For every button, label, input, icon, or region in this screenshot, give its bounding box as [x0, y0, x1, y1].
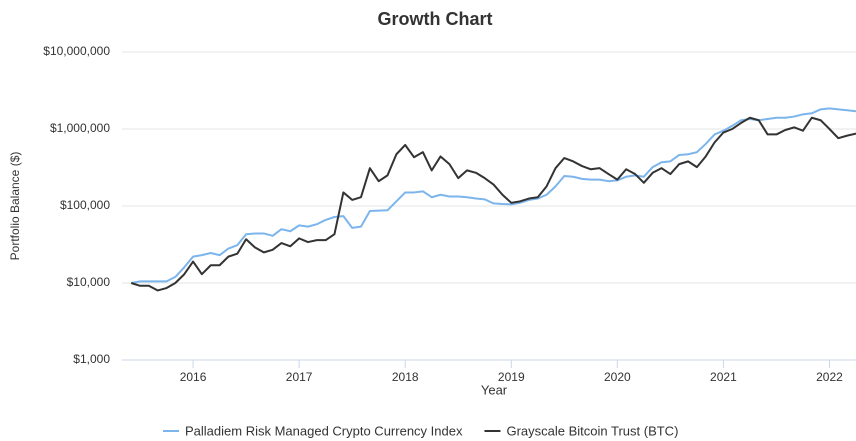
y-axis-label: Portfolio Balance ($) [8, 152, 22, 261]
x-tick-label: 2019 [498, 370, 525, 384]
legend-label: Palladiem Risk Managed Crypto Currency I… [185, 423, 463, 438]
x-tick-label: 2017 [286, 370, 313, 384]
chart-title: Growth Chart [378, 9, 493, 29]
x-tick-label: 2016 [180, 370, 207, 384]
y-tick-label: $1,000,000 [50, 121, 110, 135]
y-tick-label: $10,000 [67, 275, 111, 289]
series-line [130, 116, 856, 292]
y-tick-label: $100,000 [60, 198, 110, 212]
x-tick-label: 2018 [392, 370, 419, 384]
x-axis-label: Year [481, 382, 508, 397]
series-line [131, 107, 856, 284]
x-tick-label: 2021 [710, 370, 737, 384]
x-tick-label: 2022 [816, 370, 843, 384]
y-tick-label: $10,000,000 [43, 44, 110, 58]
legend-label: Grayscale Bitcoin Trust (BTC) [506, 423, 678, 438]
x-tick-label: 2020 [604, 370, 631, 384]
y-tick-label: $1,000 [73, 352, 110, 366]
